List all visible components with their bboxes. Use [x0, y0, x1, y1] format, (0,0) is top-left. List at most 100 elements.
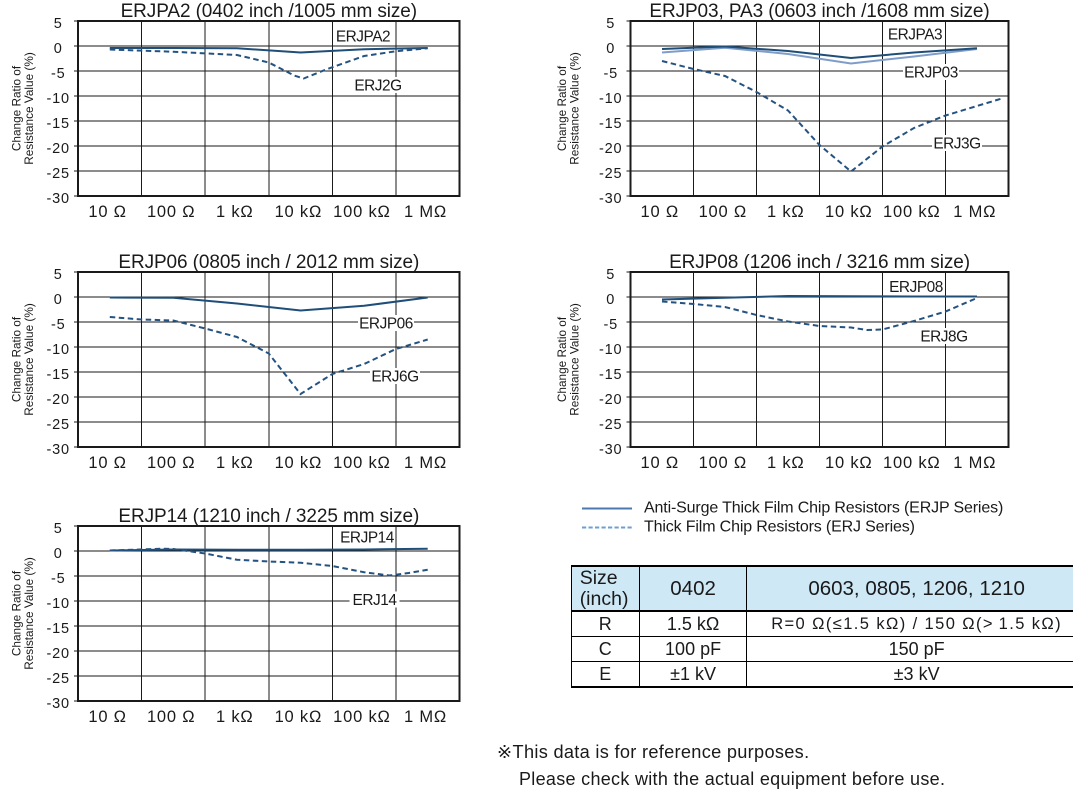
svg-text:-5: -5 [51, 317, 66, 333]
svg-text:-5: -5 [603, 317, 618, 333]
svg-text:-10: -10 [47, 596, 70, 612]
svg-text:Resistance Value (%): Resistance Value (%) [22, 303, 36, 416]
svg-text:100 kΩ: 100 kΩ [333, 708, 391, 726]
svg-text:ERJP08 (1206 inch / 3216 mm si: ERJP08 (1206 inch / 3216 mm size) [669, 252, 970, 273]
svg-text:ERJPA2 (0402 inch /1005 mm siz: ERJPA2 (0402 inch /1005 mm size) [121, 1, 417, 22]
svg-text:0: 0 [54, 546, 63, 562]
svg-text:1 kΩ: 1 kΩ [216, 203, 254, 221]
svg-text:5: 5 [54, 521, 63, 537]
svg-text:1 kΩ: 1 kΩ [767, 203, 805, 221]
svg-text:1 MΩ: 1 MΩ [953, 203, 996, 221]
svg-text:10 kΩ: 10 kΩ [825, 203, 873, 221]
svg-text:-5: -5 [603, 66, 618, 82]
svg-text:Change Ratio of: Change Ratio of [10, 65, 24, 151]
svg-text:ERJP03, PA3 (0603 inch /1608 m: ERJP03, PA3 (0603 inch /1608 mm size) [649, 1, 989, 22]
svg-text:0: 0 [606, 292, 615, 308]
svg-text:Please check with the actual e: Please check with the actual equipment b… [519, 769, 945, 789]
svg-text:Change Ratio of: Change Ratio of [555, 316, 569, 402]
svg-text:100 Ω: 100 Ω [147, 203, 195, 221]
svg-text:1 MΩ: 1 MΩ [404, 708, 447, 726]
svg-text:ERJP14 (1210 inch / 3225 mm si: ERJP14 (1210 inch / 3225 mm size) [118, 506, 419, 527]
svg-text:100 Ω: 100 Ω [699, 454, 747, 472]
svg-text:1 MΩ: 1 MΩ [404, 454, 447, 472]
svg-text:5: 5 [606, 267, 615, 283]
svg-text:ERJ6G: ERJ6G [371, 369, 418, 386]
svg-text:-10: -10 [599, 342, 622, 358]
svg-text:Anti-Surge Thick Film Chip Res: Anti-Surge Thick Film Chip Resistors (ER… [644, 500, 1003, 517]
svg-text:ERJP14: ERJP14 [340, 530, 395, 547]
svg-text:100 kΩ: 100 kΩ [333, 454, 391, 472]
svg-text:ERJ2G: ERJ2G [354, 78, 401, 95]
svg-text:-15: -15 [47, 367, 70, 383]
svg-text:0: 0 [54, 41, 63, 57]
svg-text:1 kΩ: 1 kΩ [216, 708, 254, 726]
svg-text:100 kΩ: 100 kΩ [883, 203, 941, 221]
svg-text:-15: -15 [47, 621, 70, 637]
svg-text:-25: -25 [599, 417, 622, 433]
svg-text:※This data is for reference pu: ※This data is for reference purposes. [497, 742, 809, 762]
svg-text:100 Ω: 100 Ω [699, 203, 747, 221]
svg-text:10 kΩ: 10 kΩ [275, 454, 323, 472]
svg-text:-30: -30 [47, 442, 70, 458]
svg-text:-30: -30 [47, 191, 70, 207]
svg-text:Resistance Value (%): Resistance Value (%) [22, 52, 36, 165]
svg-text:100 Ω: 100 Ω [147, 708, 195, 726]
svg-text:1 kΩ: 1 kΩ [767, 454, 805, 472]
svg-text:-10: -10 [47, 91, 70, 107]
svg-text:-20: -20 [47, 392, 70, 408]
svg-text:100 kΩ: 100 kΩ [883, 454, 941, 472]
svg-text:ERJ8G: ERJ8G [920, 329, 967, 346]
svg-text:-15: -15 [47, 116, 70, 132]
svg-text:0: 0 [606, 41, 615, 57]
svg-text:10 Ω: 10 Ω [641, 203, 679, 221]
svg-text:Thick Film Chip Resistors (ERJ: Thick Film Chip Resistors (ERJ Series) [644, 519, 915, 536]
svg-text:1 MΩ: 1 MΩ [404, 203, 447, 221]
svg-text:-25: -25 [599, 166, 622, 182]
svg-text:-20: -20 [599, 141, 622, 157]
svg-text:5: 5 [606, 16, 615, 32]
svg-text:-10: -10 [599, 91, 622, 107]
svg-text:-25: -25 [47, 166, 70, 182]
svg-text:10 Ω: 10 Ω [88, 454, 126, 472]
svg-text:Resistance Value (%): Resistance Value (%) [567, 303, 581, 416]
svg-text:10 kΩ: 10 kΩ [275, 203, 323, 221]
svg-text:1 kΩ: 1 kΩ [216, 454, 254, 472]
svg-text:5: 5 [54, 267, 63, 283]
svg-text:100 kΩ: 100 kΩ [333, 203, 391, 221]
svg-text:ERJ14: ERJ14 [353, 592, 398, 609]
svg-text:10 Ω: 10 Ω [641, 454, 679, 472]
svg-text:1 MΩ: 1 MΩ [953, 454, 996, 472]
svg-text:ERJP08: ERJP08 [889, 279, 943, 296]
svg-text:ERJP06: ERJP06 [359, 316, 413, 333]
svg-text:-20: -20 [47, 646, 70, 662]
svg-text:-5: -5 [51, 571, 66, 587]
svg-text:-10: -10 [47, 342, 70, 358]
svg-text:Change Ratio of: Change Ratio of [10, 316, 24, 402]
svg-text:Resistance Value (%): Resistance Value (%) [567, 52, 581, 165]
svg-text:Resistance Value (%): Resistance Value (%) [22, 557, 36, 670]
svg-text:-15: -15 [599, 367, 622, 383]
svg-text:-30: -30 [47, 696, 70, 712]
svg-text:Change Ratio of: Change Ratio of [555, 65, 569, 151]
svg-text:5: 5 [54, 16, 63, 32]
svg-text:-25: -25 [47, 417, 70, 433]
svg-text:10 Ω: 10 Ω [88, 203, 126, 221]
svg-text:10 kΩ: 10 kΩ [275, 708, 323, 726]
svg-text:-15: -15 [599, 116, 622, 132]
svg-text:Change Ratio of: Change Ratio of [10, 570, 24, 656]
svg-text:-20: -20 [47, 141, 70, 157]
svg-text:100 Ω: 100 Ω [147, 454, 195, 472]
svg-text:ERJPA2: ERJPA2 [336, 29, 390, 46]
svg-text:10 kΩ: 10 kΩ [825, 454, 873, 472]
svg-text:ERJPA3: ERJPA3 [888, 27, 942, 44]
svg-text:ERJP03: ERJP03 [904, 65, 958, 82]
svg-text:-30: -30 [599, 191, 622, 207]
svg-text:0: 0 [54, 292, 63, 308]
svg-text:ERJ3G: ERJ3G [933, 136, 980, 153]
svg-text:-20: -20 [599, 392, 622, 408]
svg-text:ERJP06 (0805 inch / 2012 mm si: ERJP06 (0805 inch / 2012 mm size) [118, 252, 419, 273]
svg-text:-30: -30 [599, 442, 622, 458]
svg-text:10 Ω: 10 Ω [88, 708, 126, 726]
svg-text:-25: -25 [47, 671, 70, 687]
svg-text:-5: -5 [51, 66, 66, 82]
